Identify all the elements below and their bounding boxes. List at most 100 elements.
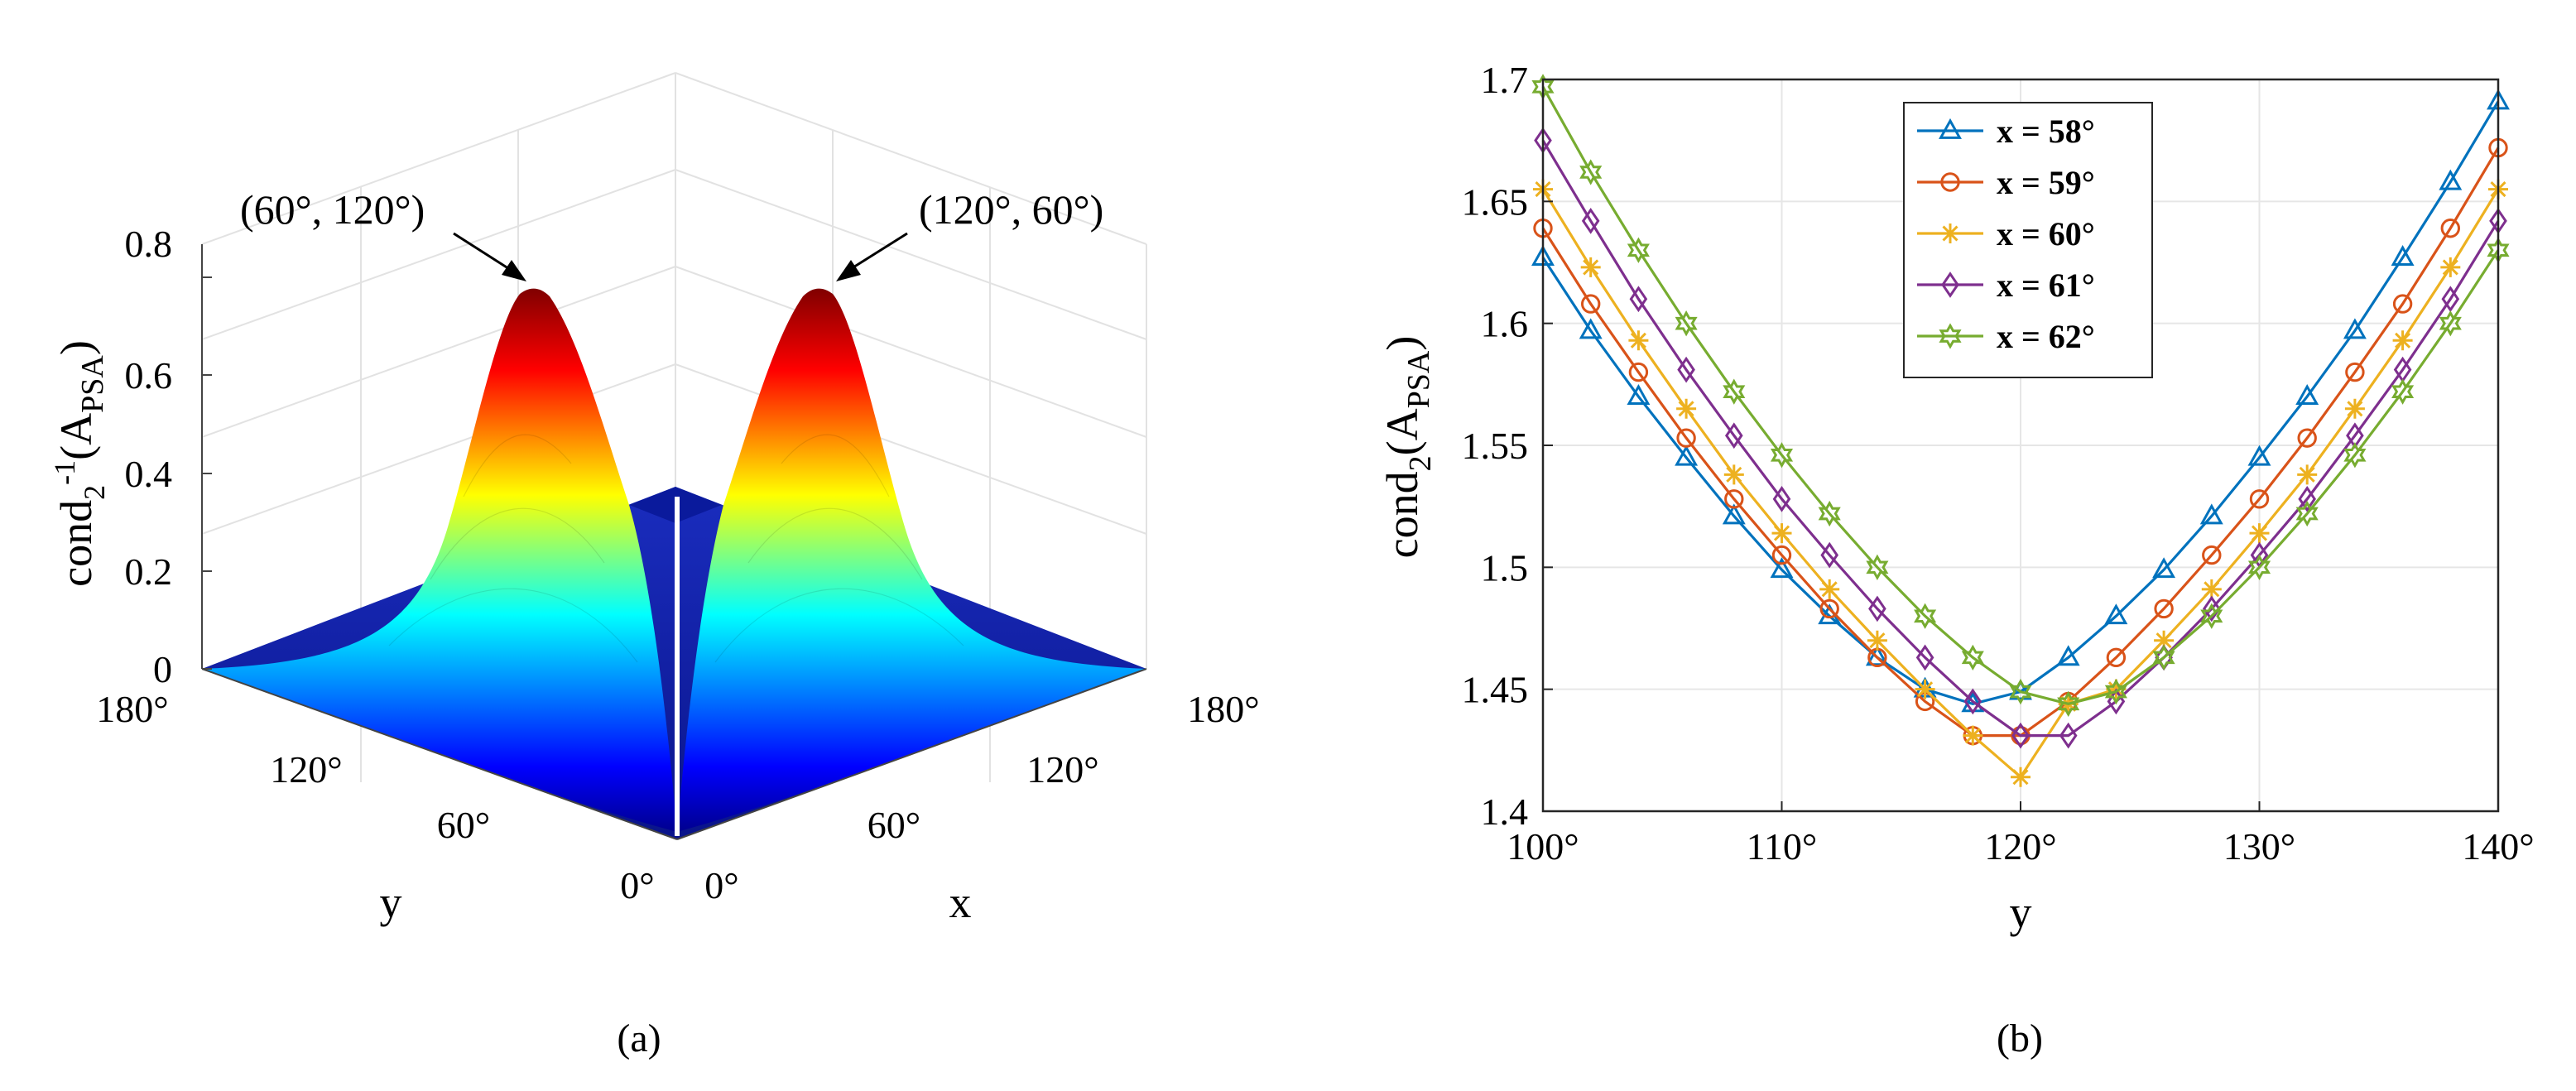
marker-circle [2106, 647, 2127, 668]
marker-triangle [2439, 169, 2463, 190]
marker-circle [1940, 172, 1960, 192]
marker-diamond [2011, 722, 2030, 749]
x-tick-label: 120° [1984, 825, 2056, 868]
marker-star [1940, 223, 1960, 243]
legend-label: x = 61° [1997, 267, 2095, 304]
marker-circle [1676, 428, 1696, 448]
marker-hexagram [2057, 690, 2080, 717]
legend-items: x = 58° x = 59° x = 60° x = 61° x = 62° [1917, 113, 2095, 355]
y-tick-label: 60° [437, 804, 490, 846]
legend-b: x = 58° x = 59° x = 60° x = 61° x = 62° [1903, 102, 2153, 378]
marker-triangle [2343, 318, 2367, 339]
marker-diamond [1629, 286, 1648, 313]
marker-star [1963, 725, 1983, 746]
marker-diamond [1772, 485, 1791, 512]
x-axis-label-3d: x [949, 877, 972, 927]
marker-hexagram [1818, 500, 1841, 527]
marker-circle [2202, 545, 2222, 565]
marker-circle [2345, 362, 2365, 382]
line-plot-b: 100° 110° 120° 130° 140° 1.4 1.45 1.5 1.55 1.6 1.6… [1377, 59, 2535, 1060]
marker-star [2011, 767, 2031, 787]
marker-triangle [1770, 557, 1794, 579]
y-axis-label-b: cond2(APSA) [1377, 336, 1438, 559]
marker-star [2392, 330, 2413, 351]
marker-triangle [1939, 118, 1962, 139]
x-tick-label: 130° [2223, 825, 2295, 868]
marker-star [2344, 398, 2365, 419]
legend-label: x = 62° [1997, 318, 2095, 355]
x-tick-label: 0° [704, 864, 738, 906]
x-tick-label: 140° [2462, 825, 2534, 868]
legend-item: x = 60° [1917, 215, 2095, 252]
series-line [1541, 139, 2500, 738]
legend-label: x = 60° [1997, 215, 2095, 252]
marker-circle [1819, 598, 1839, 619]
y-tick-label: 0° [620, 864, 654, 906]
marker-star [1771, 523, 1792, 544]
marker-hexagram [1723, 378, 1746, 405]
legend-item: x = 59° [1917, 164, 2095, 201]
marker-diamond [1963, 688, 1982, 715]
peak-arrowhead-left [502, 260, 526, 281]
y-tick-label: 1.65 [1462, 180, 1529, 223]
marker-circle [1771, 545, 1792, 565]
y-tick-label: 1.55 [1462, 425, 1529, 467]
y-tick-label: 1.6 [1481, 303, 1529, 345]
marker-star [1867, 630, 1887, 651]
marker-hexagram [1914, 603, 1937, 629]
surface-mesh [388, 434, 964, 663]
x-axis-label-b: y [2010, 887, 2032, 937]
marker-triangle [1579, 318, 1603, 339]
marker-hexagram [1939, 323, 1962, 349]
marker-hexagram [2391, 378, 2415, 405]
y-tick-label: 1.7 [1481, 59, 1529, 101]
marker-diamond [1820, 541, 1839, 569]
marker-star [2201, 579, 2222, 599]
marker-triangle [1675, 445, 1699, 466]
marker-hexagram [2104, 678, 2127, 705]
marker-triangle [2056, 645, 2080, 666]
x-tick-label: 180° [1187, 688, 1259, 730]
tick-labels-b: 100° 110° 120° 130° 140° 1.4 1.45 1.5 1.55 1.6 1.6… [1462, 59, 2535, 868]
z-axis-label: cond2-1(APSA) [48, 340, 111, 587]
z-tick-labels: 0 0.2 0.4 0.6 0.8 [125, 223, 173, 690]
y-tick-label: 1.5 [1481, 546, 1529, 589]
marker-star [1723, 464, 1744, 485]
marker-hexagram [2152, 644, 2175, 671]
marker-triangle [2247, 445, 2271, 466]
surface-plot-a: 0 0.2 0.4 0.6 0.8 cond2-1(APSA) 0° 60° 1… [48, 72, 1260, 1060]
marker-triangle [1722, 503, 1746, 525]
marker-hexagram [1770, 442, 1794, 469]
z-tick-label: 0.4 [125, 453, 173, 495]
marker-circle [2297, 428, 2317, 448]
z-tick-label: 0.6 [125, 354, 173, 397]
legend-item: x = 62° [1917, 318, 2095, 355]
y-tick-label: 1.4 [1481, 791, 1529, 833]
marker-circle [2392, 294, 2413, 314]
marker-hexagram [2343, 442, 2367, 469]
marker-hexagram [1579, 159, 1603, 185]
marker-star [1580, 257, 1601, 277]
marker-hexagram [1961, 644, 1984, 671]
x-tick-label: 100° [1507, 825, 1579, 868]
marker-circle [1724, 489, 1744, 509]
marker-diamond [1724, 422, 1743, 449]
marker-star [2154, 630, 2175, 651]
z-tick-label: 0 [153, 648, 172, 690]
marker-diamond [1868, 595, 1886, 622]
marker-circle [2154, 598, 2174, 619]
y-tick-label: 180° [96, 688, 168, 730]
surface-peak-right [677, 288, 1146, 832]
series-hexagram [1531, 74, 2510, 717]
legend-label: x = 59° [1997, 164, 2095, 201]
marker-circle [1628, 362, 1649, 382]
peak-arrow-right [848, 232, 908, 272]
marker-diamond [1915, 644, 1934, 671]
marker-hexagram [2009, 678, 2032, 705]
marker-star [1915, 679, 1935, 699]
x-tick-label: 110° [1747, 825, 1818, 868]
x-tick-labels: 0° 60° 120° 180° [704, 688, 1259, 906]
marker-triangle [2199, 503, 2223, 525]
marker-star [2297, 464, 2318, 485]
